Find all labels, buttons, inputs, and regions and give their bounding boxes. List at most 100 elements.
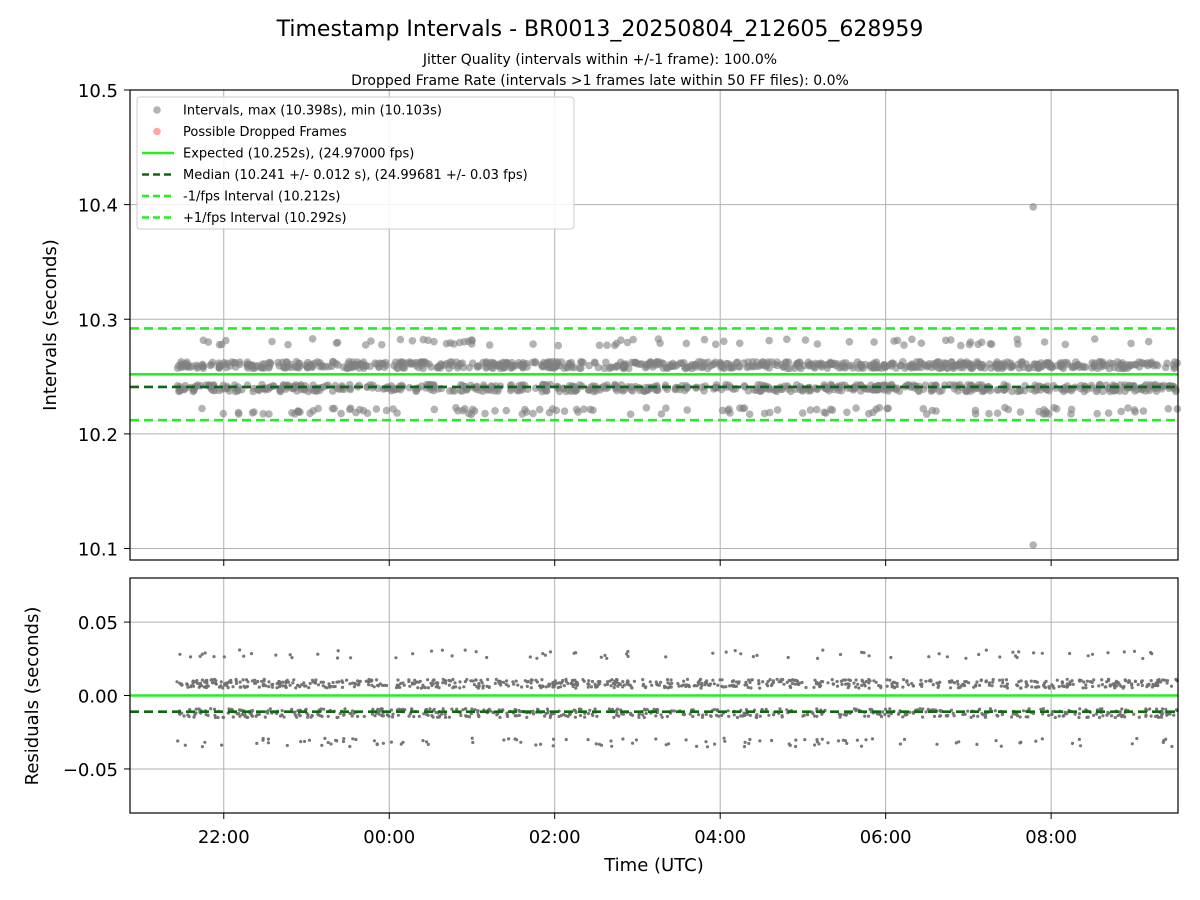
interval-point (704, 358, 712, 367)
residual-point (1097, 684, 1101, 688)
residual-point (530, 678, 534, 682)
residual-point (720, 684, 724, 689)
interval-point (888, 359, 896, 368)
residual-point (855, 738, 860, 742)
residual-point (720, 678, 724, 682)
residual-point (182, 714, 186, 718)
residual-point (421, 683, 425, 687)
residual-point (665, 714, 669, 719)
residual-point (621, 737, 625, 741)
residual-point (1135, 736, 1139, 741)
residual-point (747, 741, 751, 746)
residual-point (449, 679, 453, 683)
residual-point (1095, 712, 1099, 716)
interval-point (454, 361, 463, 370)
residual-point (364, 679, 368, 683)
interval-point (1092, 387, 1101, 396)
residual-point (376, 684, 380, 688)
residual-point (431, 715, 435, 719)
residual-point (691, 714, 695, 719)
residual-point (381, 741, 385, 745)
residual-point (790, 681, 795, 686)
residual-point (835, 679, 839, 684)
residual-point (610, 744, 614, 748)
residual-point (697, 682, 701, 686)
interval-point (455, 338, 464, 347)
residual-point (206, 713, 210, 718)
residual-point (612, 686, 616, 690)
residual-point (371, 707, 375, 712)
residual-point (770, 682, 774, 686)
residual-point (534, 743, 538, 747)
interval-point (1144, 337, 1153, 346)
residual-point (1034, 685, 1038, 689)
residual-point (507, 737, 511, 741)
interval-point (1078, 362, 1087, 371)
residual-point (754, 715, 758, 719)
residual-point (517, 713, 522, 718)
interval-point (1170, 358, 1179, 366)
legend-marker (153, 127, 161, 136)
residual-point (590, 679, 595, 684)
residual-point (396, 713, 400, 717)
residual-point (180, 683, 184, 687)
residual-point (988, 707, 993, 711)
residual-point (1088, 680, 1092, 684)
residual-point (961, 712, 965, 717)
residual-point (874, 680, 878, 684)
residual-point (426, 686, 430, 690)
residual-point (723, 739, 727, 743)
residual-point (1118, 710, 1122, 714)
residual-point (984, 648, 988, 652)
residual-point (1052, 686, 1056, 690)
interval-point (578, 358, 586, 366)
residual-point (185, 683, 189, 687)
residual-point (872, 679, 876, 683)
interval-point (806, 406, 815, 414)
residual-point (298, 685, 302, 689)
residual-point (883, 707, 888, 711)
residual-point (206, 684, 210, 688)
residual-point (921, 715, 925, 719)
residual-point (575, 680, 579, 685)
residual-point (815, 738, 819, 742)
residual-point (389, 740, 393, 744)
interval-point (740, 404, 749, 412)
residual-point (376, 707, 380, 712)
residual-point (223, 683, 227, 687)
residual-point (699, 686, 703, 690)
residual-point (1041, 712, 1045, 716)
residual-point (220, 743, 224, 747)
residual-point (328, 685, 332, 689)
residual-point (529, 686, 533, 690)
interval-point (279, 363, 288, 372)
interval-point (801, 336, 810, 344)
residual-point (214, 681, 218, 685)
residual-point (990, 684, 994, 688)
residual-point (470, 736, 474, 740)
interval-point (292, 382, 300, 391)
residual-point (505, 679, 509, 683)
residual-point (892, 686, 897, 690)
residual-point (288, 653, 292, 657)
residual-point (425, 707, 429, 712)
residual-point (670, 709, 674, 713)
residual-point (1100, 678, 1104, 682)
residual-point (1019, 679, 1023, 683)
residual-point (203, 740, 207, 744)
interval-point (1088, 359, 1096, 367)
residual-point (1100, 707, 1104, 711)
interval-point (361, 341, 370, 349)
interval-point (545, 408, 554, 417)
residual-point (879, 715, 884, 719)
residual-point (262, 679, 266, 683)
residual-point (332, 685, 336, 689)
residual-point (458, 680, 462, 684)
interval-point (580, 405, 588, 414)
interval-point (870, 338, 878, 346)
residual-point (443, 712, 447, 717)
residual-point (548, 682, 552, 686)
residual-point (788, 679, 793, 683)
residual-point (348, 744, 352, 749)
interval-point (1040, 338, 1049, 346)
